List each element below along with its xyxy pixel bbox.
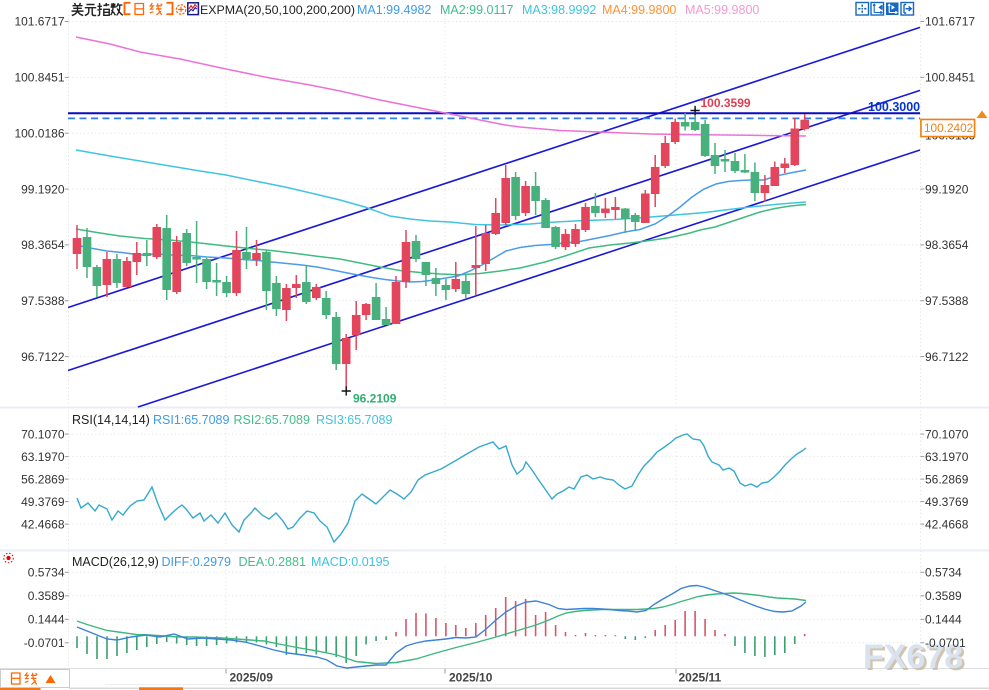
svg-text:49.3769: 49.3769: [925, 495, 969, 509]
svg-text:98.3654: 98.3654: [21, 238, 65, 252]
svg-text:2025/09: 2025/09: [230, 671, 274, 685]
svg-text:FX678: FX678: [866, 640, 966, 678]
svg-text:FX678: FX678: [863, 638, 963, 676]
svg-text:99.1920: 99.1920: [925, 182, 969, 196]
svg-text:0.3589: 0.3589: [925, 589, 962, 603]
svg-text:0.5734: 0.5734: [925, 566, 962, 580]
svg-text:56.2869: 56.2869: [21, 472, 65, 486]
svg-text:MA5:99.9800: MA5:99.9800: [685, 3, 759, 17]
svg-text:70.1070: 70.1070: [21, 427, 65, 441]
svg-text:0.1444: 0.1444: [28, 613, 65, 627]
svg-text:MA4:99.9800: MA4:99.9800: [602, 3, 676, 17]
svg-text:96.7122: 96.7122: [925, 350, 969, 364]
svg-text:MA3:98.9992: MA3:98.9992: [522, 3, 596, 17]
svg-text:100.3599: 100.3599: [701, 96, 751, 110]
svg-text:99.1920: 99.1920: [21, 182, 65, 196]
svg-text:97.5388: 97.5388: [925, 294, 969, 308]
svg-text:RSI2:65.7089: RSI2:65.7089: [234, 413, 310, 427]
svg-text:RSI(14,14,14): RSI(14,14,14): [72, 413, 150, 427]
svg-text:DIFF:0.2979: DIFF:0.2979: [162, 555, 232, 569]
svg-text:49.3769: 49.3769: [21, 495, 65, 509]
svg-text:RSI1:65.7089: RSI1:65.7089: [153, 413, 229, 427]
svg-text:97.5388: 97.5388: [21, 294, 65, 308]
svg-text:EXPMA(20,50,100,200,200): EXPMA(20,50,100,200,200): [200, 3, 355, 17]
svg-text:70.1070: 70.1070: [925, 427, 969, 441]
svg-text:100.3000: 100.3000: [868, 100, 920, 114]
svg-text:101.6717: 101.6717: [14, 15, 64, 29]
svg-text:MACD(26,12,9): MACD(26,12,9): [72, 555, 159, 569]
svg-text:2025/10: 2025/10: [449, 671, 493, 685]
svg-text:MA1:99.4982: MA1:99.4982: [357, 3, 431, 17]
svg-text:0.1444: 0.1444: [925, 613, 962, 627]
svg-text:100.0186: 100.0186: [14, 126, 64, 140]
svg-text:42.4668: 42.4668: [21, 517, 65, 531]
svg-text:0.5734: 0.5734: [28, 566, 65, 580]
svg-text:100.2402: 100.2402: [924, 121, 973, 135]
svg-text:96.2109: 96.2109: [353, 392, 397, 406]
svg-text:MACD:0.0195: MACD:0.0195: [311, 555, 390, 569]
svg-text:63.1970: 63.1970: [21, 450, 65, 464]
svg-text:DEA:0.2881: DEA:0.2881: [239, 555, 306, 569]
svg-text:42.4668: 42.4668: [925, 517, 969, 531]
svg-text:100.8451: 100.8451: [925, 71, 975, 85]
svg-text:-0.0701: -0.0701: [24, 636, 65, 650]
svg-text:56.2869: 56.2869: [925, 472, 969, 486]
svg-text:RSI3:65.7089: RSI3:65.7089: [316, 413, 392, 427]
svg-text:2025/11: 2025/11: [679, 671, 722, 685]
svg-text:-0.0701: -0.0701: [925, 636, 966, 650]
svg-text:101.6717: 101.6717: [925, 15, 975, 29]
svg-text:100.8451: 100.8451: [14, 71, 64, 85]
svg-text:96.7122: 96.7122: [21, 350, 65, 364]
svg-text:MA2:99.0117: MA2:99.0117: [440, 3, 513, 17]
svg-text:0.3589: 0.3589: [28, 589, 65, 603]
svg-text:98.3654: 98.3654: [925, 238, 969, 252]
svg-text:63.1970: 63.1970: [925, 450, 969, 464]
